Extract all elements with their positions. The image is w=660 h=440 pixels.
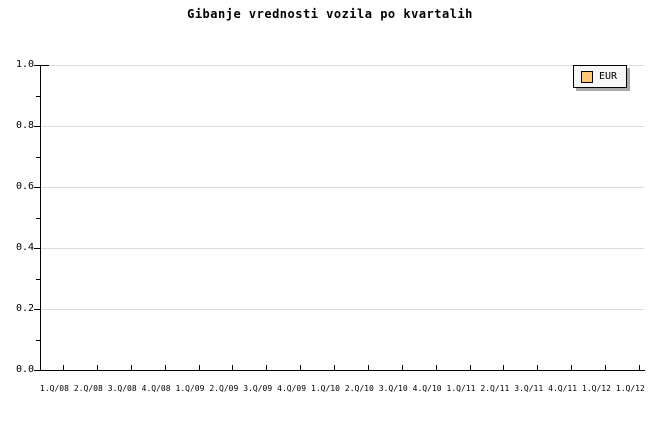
x-tick <box>63 365 64 370</box>
gridline-0.6 <box>41 187 644 188</box>
x-tick <box>334 365 335 370</box>
x-tick-label: 3.Q/09 <box>243 384 273 393</box>
y-minor-tick <box>36 95 40 97</box>
x-tick <box>571 365 573 370</box>
x-axis-labels: 1.Q/08 2.Q/08 3.Q/08 4.Q/08 1.Q/09 2.Q/0… <box>40 384 645 394</box>
x-axis-line <box>40 370 645 371</box>
x-tick <box>367 365 369 370</box>
x-tick <box>232 365 234 370</box>
y-major-tick <box>34 126 40 127</box>
y-tick-label: 0.4 <box>15 242 34 253</box>
y-major-tick <box>34 187 40 188</box>
x-tick-label: 1.Q/10 <box>311 384 340 393</box>
x-tick-label: 1.Q/11 <box>446 384 476 393</box>
y-minor-tick <box>36 217 40 219</box>
x-tick <box>164 365 166 370</box>
legend-label-eur: EUR <box>599 70 618 82</box>
x-tick-label: 2.Q/09 <box>209 384 239 393</box>
x-tick <box>469 365 471 370</box>
y-major-tick <box>34 248 40 249</box>
y-tick-label: 0.0 <box>15 364 34 375</box>
x-tick <box>638 365 640 370</box>
x-tick-label: 2.Q/11 <box>480 384 510 393</box>
x-tick-label: 3.Q/10 <box>378 384 408 393</box>
legend: EUR <box>573 65 627 88</box>
x-tick <box>130 365 132 370</box>
x-tick-label: 4.Q/11 <box>548 384 578 393</box>
y-major-tick <box>34 309 40 310</box>
chart-title: Gibanje vrednosti vozila po kvartalih <box>187 7 473 21</box>
gridline-0.8 <box>41 126 644 127</box>
y-tick-label: 0.6 <box>15 181 34 192</box>
x-tick <box>503 365 505 370</box>
x-axis-ticks <box>63 365 640 370</box>
x-tick <box>401 365 403 370</box>
x-tick-label: 2.Q/10 <box>344 384 374 393</box>
y-tick-label: 0.2 <box>15 303 34 314</box>
x-tick-label: 4.Q/09 <box>277 384 307 393</box>
y-axis-ticks <box>34 65 40 371</box>
legend-swatch-eur <box>581 70 593 83</box>
x-tick-label: 3.Q/11 <box>514 384 544 393</box>
y-axis-top-tick <box>41 65 49 66</box>
y-minor-tick <box>36 156 40 158</box>
y-minor-tick <box>36 278 40 280</box>
x-tick-label: 1.Q/12 <box>582 384 611 393</box>
x-tick <box>300 365 302 370</box>
x-tick-label: 1.Q/08 <box>40 384 69 393</box>
x-tick <box>537 365 539 370</box>
gridline-0.2 <box>41 309 644 310</box>
x-tick-label: 3.Q/08 <box>107 384 137 393</box>
y-major-tick <box>34 65 40 66</box>
x-tick-label: 4.Q/10 <box>412 384 442 393</box>
y-minor-tick <box>36 339 40 341</box>
x-tick <box>198 365 200 370</box>
y-tick-label: 0.8 <box>15 120 34 131</box>
x-tick <box>435 365 437 370</box>
x-tick-label: 1.Q/09 <box>175 384 205 393</box>
x-tick-label: 1.Q/12 <box>615 384 645 393</box>
gridline-0.4 <box>41 248 644 249</box>
y-axis-line <box>40 65 41 371</box>
x-tick-label: 2.Q/08 <box>73 384 103 393</box>
x-tick <box>96 365 98 370</box>
x-tick <box>266 365 268 370</box>
y-tick-label: 1.0 <box>15 59 34 70</box>
x-tick-label: 4.Q/08 <box>141 384 171 393</box>
x-tick <box>605 365 606 370</box>
y-major-tick <box>34 370 40 371</box>
gridline-1.0 <box>41 65 644 66</box>
